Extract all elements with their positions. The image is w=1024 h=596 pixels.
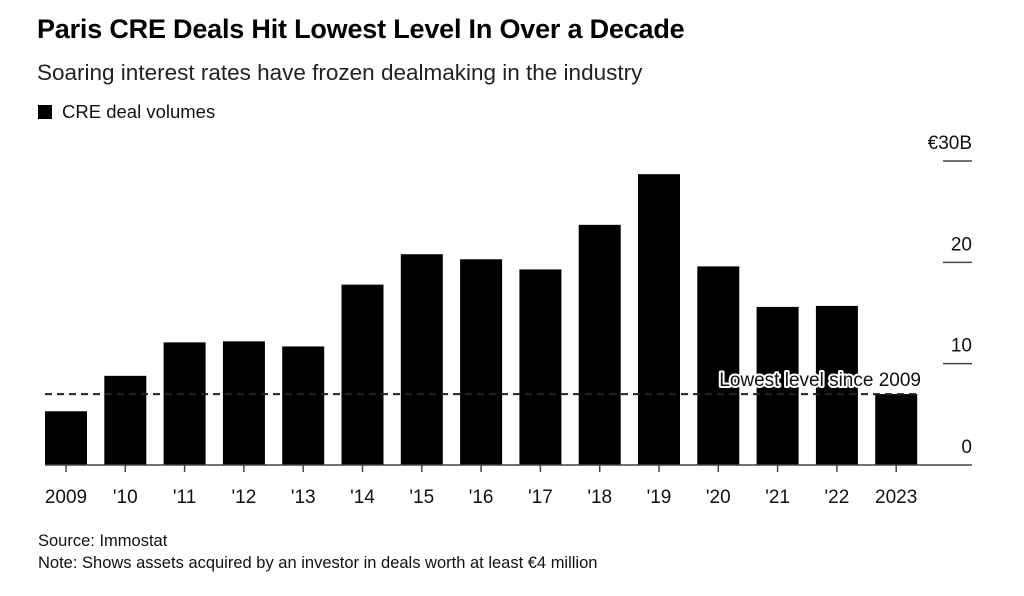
reference-line-label: Lowest level since 2009 [719,370,921,391]
bar-11 [163,342,206,465]
bar-12 [222,341,265,465]
bar-15 [400,254,443,465]
x-tick-label: '16 [469,487,494,508]
bar-21 [756,306,799,465]
bar-10 [104,375,147,465]
bar-13 [282,346,325,465]
bar-22 [815,305,858,465]
y-tick-label: 20 [951,234,972,255]
legend: CRE deal volumes [38,101,215,123]
chart-subtitle: Soaring interest rates have frozen dealm… [37,60,643,85]
x-tick-label: '10 [113,487,138,508]
bar-14 [341,284,384,465]
y-tick-label: 0 [961,437,972,458]
bar-19 [638,174,680,465]
x-tick-label: '17 [528,487,553,508]
x-tick-label: '20 [706,487,731,508]
bar-16 [460,259,503,465]
x-tick-label: '19 [647,487,672,508]
source-note: Source: Immostat [38,532,168,550]
bar-20 [697,266,740,465]
x-tick-label: 2023 [875,487,917,508]
x-tick-label: '11 [173,487,196,508]
bars-group [45,174,918,465]
footer: Source: Immostat Note: Shows assets acqu… [38,530,597,574]
chart-title: Paris CRE Deals Hit Lowest Level In Over… [37,14,685,44]
y-tick-label: €30B [928,133,972,154]
x-tick-label: '15 [409,487,434,508]
annotations: Lowest level since 2009 [45,368,923,396]
x-tick-label: '13 [291,487,316,508]
bar-2023 [875,394,918,465]
bar-17 [519,269,562,465]
x-tick-label: '22 [825,487,850,508]
x-tick-label: '21 [765,487,790,508]
x-axis: 2009 '10 '11 '12 '13 '14 '15 '16 '17 '18 '19 '20 '21… [45,464,972,508]
y-tick-label: 10 [951,336,972,357]
x-tick-label: 2009 [45,487,87,508]
x-tick-label: '14 [350,487,375,508]
bar-2009 [45,411,87,465]
x-tick-label: '12 [232,487,257,508]
legend-swatch [38,105,52,119]
legend-label: CRE deal volumes [62,101,216,122]
bar-18 [578,224,621,465]
footnote: Note: Shows assets acquired by an invest… [38,554,598,572]
x-tick-label: '18 [587,487,612,508]
y-axis: 0 10 20 €30B [928,133,972,458]
